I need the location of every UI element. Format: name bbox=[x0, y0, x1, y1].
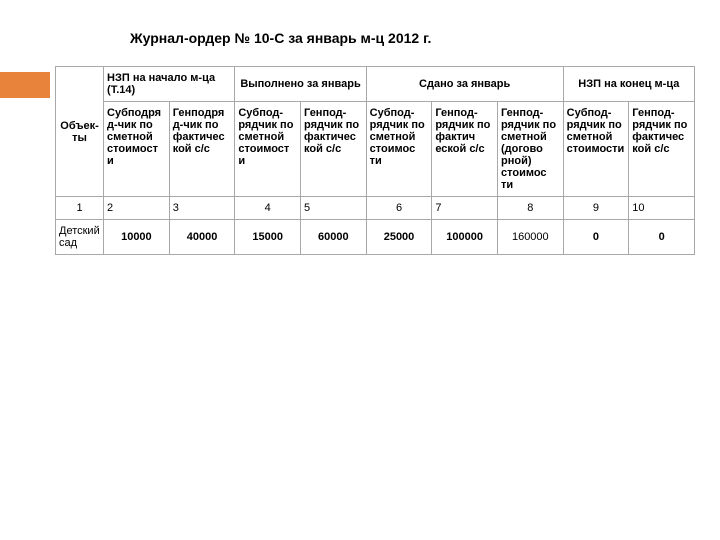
page-title: Журнал-ордер № 10-С за январь м-ц 2012 г… bbox=[0, 0, 720, 66]
h2-c10: Генпод-рядчик по фактичес кой с/с bbox=[629, 102, 695, 197]
data-c8: 160000 bbox=[497, 220, 563, 255]
journal-table: Объек-ты НЗП на начало м-ца (Т.14) Выпол… bbox=[55, 66, 695, 255]
data-c10: 0 bbox=[629, 220, 695, 255]
num-c7: 7 bbox=[432, 197, 498, 220]
h2-c8: Генпод-рядчик по сметной (догово рной) с… bbox=[497, 102, 563, 197]
accent-bar bbox=[0, 72, 50, 98]
num-c9: 9 bbox=[563, 197, 629, 220]
h2-c5: Генпод-рядчик по фактичес кой с/с bbox=[301, 102, 367, 197]
data-c4: 15000 bbox=[235, 220, 301, 255]
table-row: Детский сад 10000 40000 15000 60000 2500… bbox=[56, 220, 695, 255]
journal-table-wrap: Объек-ты НЗП на начало м-ца (Т.14) Выпол… bbox=[0, 66, 720, 255]
num-c1: 1 bbox=[56, 197, 104, 220]
header-sdano: Сдано за январь bbox=[366, 67, 563, 102]
data-c6: 25000 bbox=[366, 220, 432, 255]
h2-c6: Субпод-рядчик по сметной стоимос ти bbox=[366, 102, 432, 197]
h2-c2: Субподря д-чик по сметной стоимост и bbox=[104, 102, 170, 197]
data-c7: 100000 bbox=[432, 220, 498, 255]
data-c3: 40000 bbox=[169, 220, 235, 255]
header-nzp-end: НЗП на конец м-ца bbox=[563, 67, 694, 102]
h2-c4: Субпод-рядчик по сметной стоимост и bbox=[235, 102, 301, 197]
header-done: Выполнено за январь bbox=[235, 67, 366, 102]
header-row-1: Объек-ты НЗП на начало м-ца (Т.14) Выпол… bbox=[56, 67, 695, 102]
number-row: 1 2 3 4 5 6 7 8 9 10 bbox=[56, 197, 695, 220]
data-c5: 60000 bbox=[301, 220, 367, 255]
data-c1: Детский сад bbox=[56, 220, 104, 255]
num-c10: 10 bbox=[629, 197, 695, 220]
num-c8: 8 bbox=[497, 197, 563, 220]
data-c9: 0 bbox=[563, 220, 629, 255]
header-objects: Объек-ты bbox=[56, 67, 104, 197]
num-c5: 5 bbox=[301, 197, 367, 220]
header-row-2: Субподря д-чик по сметной стоимост и Ген… bbox=[56, 102, 695, 197]
num-c2: 2 bbox=[104, 197, 170, 220]
h2-c3: Генподря д-чик по фактичес кой с/с bbox=[169, 102, 235, 197]
num-c6: 6 bbox=[366, 197, 432, 220]
num-c4: 4 bbox=[235, 197, 301, 220]
data-c2: 10000 bbox=[104, 220, 170, 255]
h2-c7: Генпод-рядчик по фактич еской с/с bbox=[432, 102, 498, 197]
num-c3: 3 bbox=[169, 197, 235, 220]
h2-c9: Субпод-рядчик по сметной стоимости bbox=[563, 102, 629, 197]
header-nzp-start: НЗП на начало м-ца (Т.14) bbox=[104, 67, 235, 102]
